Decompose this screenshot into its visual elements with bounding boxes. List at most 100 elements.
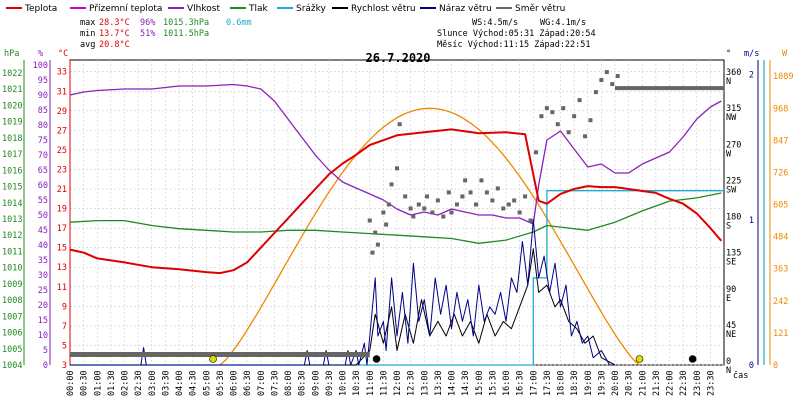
wind-direction-point <box>490 198 495 203</box>
tick-label-dir: 270 <box>726 140 741 150</box>
axis-label-temp: °C <box>58 49 68 59</box>
x-tick-label: 10:00 <box>339 370 349 396</box>
tick-label-dir: 315 <box>726 104 741 114</box>
wind-direction-point <box>430 210 435 215</box>
wind-direction-point <box>441 214 446 219</box>
x-tick-label: 10:30 <box>352 370 362 396</box>
tick-label-hpa: 1016 <box>2 166 22 176</box>
solar-radiation-line <box>219 107 640 366</box>
wind-direction-point <box>468 190 473 195</box>
wind-direction-point <box>501 206 506 211</box>
tick-label-hpa: 1005 <box>2 345 22 355</box>
tick-label-dir-name: SE <box>726 258 736 268</box>
tick-label-temp: 33 <box>57 68 67 78</box>
x-tick-label: 18:30 <box>570 370 580 396</box>
tick-label-hpa: 1019 <box>2 118 22 128</box>
tick-label-temp: 5 <box>62 341 67 351</box>
wind-direction-point <box>566 130 571 135</box>
x-tick-label: 15:00 <box>475 370 485 396</box>
x-tick-label: 06:00 <box>230 370 240 396</box>
wind-direction-point <box>367 218 372 223</box>
tick-label-ms: 0 <box>749 361 754 371</box>
wind-direction-point <box>615 74 620 79</box>
wind-direction-point <box>583 134 588 139</box>
wind-direction-point <box>375 242 380 247</box>
x-tick-label: 00:30 <box>80 370 90 396</box>
wind-direction-point <box>577 98 582 103</box>
tick-label-dir: 225 <box>726 176 741 186</box>
wind-direction-point <box>561 106 566 111</box>
tick-label-temp: 7 <box>62 322 67 332</box>
x-tick-label: 13:00 <box>420 370 430 396</box>
series-line-humidity <box>69 83 722 225</box>
x-tick-label: 15:30 <box>488 370 498 396</box>
tick-label-hpa: 1004 <box>2 361 22 371</box>
series-line-wind-gust <box>70 219 615 366</box>
x-tick-label: 17:30 <box>543 370 553 396</box>
tick-label-pct: 45 <box>38 226 48 236</box>
tick-label-dir-name: W <box>726 149 732 159</box>
tick-label-temp: 23 <box>57 165 67 175</box>
x-tick-label: 06:30 <box>243 370 253 396</box>
wind-direction-point <box>435 198 440 203</box>
x-tick-label: 02:30 <box>134 370 144 396</box>
wind-direction-point <box>544 106 549 111</box>
tick-label-temp: 13 <box>57 263 67 273</box>
tick-label-hpa: 1012 <box>2 231 22 241</box>
tick-label-wm2: 605 <box>773 201 788 211</box>
stat-min-hum: 51% <box>140 29 155 39</box>
tick-label-wm2: 484 <box>773 233 788 243</box>
wind-direction-point <box>539 114 544 119</box>
x-tick-label: 07:30 <box>270 370 280 396</box>
stat-wg: WG:4.1m/s <box>540 18 586 28</box>
x-tick-label: 08:00 <box>284 370 294 396</box>
tick-label-pct: 70 <box>38 151 48 161</box>
tick-label-wm2: 0 <box>773 361 778 371</box>
wind-direction-point <box>460 194 465 199</box>
wind-direction-bar <box>615 86 724 91</box>
wind-direction-point <box>484 190 489 195</box>
x-tick-label: 09:00 <box>311 370 321 396</box>
tick-label-ms: 2 <box>749 71 754 81</box>
wind-direction-point <box>555 122 560 127</box>
x-tick-label: 16:00 <box>502 370 512 396</box>
tick-label-pct: 80 <box>38 121 48 131</box>
tick-label-pct: 50 <box>38 211 48 221</box>
tick-label-hpa: 1013 <box>2 215 22 225</box>
wind-direction-point <box>463 178 468 183</box>
x-tick-label: 07:00 <box>257 370 267 396</box>
tick-label-dir-name: N <box>726 77 731 87</box>
tick-label-pct: 95 <box>38 76 48 86</box>
stat-min-label: min <box>80 29 95 39</box>
wind-direction-point <box>512 198 517 203</box>
series-line-pressure <box>69 192 722 244</box>
stat-rain-total: 0.6mm <box>226 18 252 28</box>
x-tick-label: 01:00 <box>93 370 103 396</box>
wind-direction-point <box>397 122 402 127</box>
tick-label-wm2: 726 <box>773 168 788 178</box>
wind-direction-point <box>528 218 533 223</box>
tick-label-pct: 15 <box>38 316 48 326</box>
tick-label-dir-name: NE <box>726 330 736 340</box>
tick-label-hpa: 1007 <box>2 312 22 322</box>
tick-label-temp: 31 <box>57 87 67 97</box>
calm-wind-bar <box>70 352 370 357</box>
stat-sun: Slunce Východ:05:31 Západ:20:54 <box>437 29 596 39</box>
wind-direction-point <box>454 202 459 207</box>
x-tick-label: 02:00 <box>121 370 131 396</box>
wind-direction-point <box>593 90 598 95</box>
tick-label-dir: 135 <box>726 249 741 259</box>
legend-label-temp: Teplota <box>24 4 57 14</box>
legend-label-rain: Srážky <box>296 4 327 14</box>
tick-label-dir: 360 <box>726 68 741 78</box>
tick-label-pct: 55 <box>38 196 48 206</box>
x-tick-label: 23:00 <box>693 370 703 396</box>
x-tick-label: 00:00 <box>66 370 76 396</box>
legend-label-pressure: Tlak <box>248 4 269 14</box>
tick-label-wm2: 847 <box>773 136 788 146</box>
tick-label-ms: 1 <box>749 216 754 226</box>
tick-label-hpa: 1014 <box>2 199 22 209</box>
stats-block: max 28.3°C 96% 1015.3hPa 0.6mm min 13.7°… <box>80 18 596 50</box>
